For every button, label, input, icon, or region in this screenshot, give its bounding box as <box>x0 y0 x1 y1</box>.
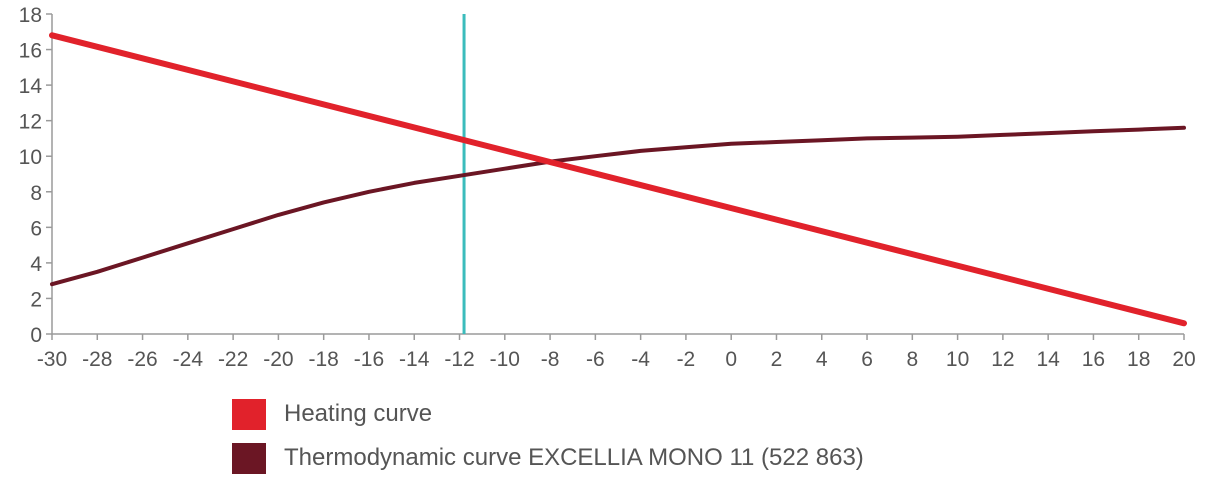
x-tick-label: 12 <box>991 348 1014 371</box>
y-tick-label: 18 <box>19 4 42 27</box>
thermodynamic-curve-line <box>50 125 1186 287</box>
y-tick-label: 6 <box>30 217 42 240</box>
y-tick-label: 4 <box>30 253 42 276</box>
legend-item-thermodynamic: Thermodynamic curve EXCELLIA MONO 11 (52… <box>232 436 864 480</box>
x-tick-label: 16 <box>1082 348 1105 371</box>
x-tick-label: -12 <box>444 348 474 371</box>
x-tick-label: -4 <box>631 348 650 371</box>
y-tick-label: 10 <box>19 146 42 169</box>
x-tick-label: -22 <box>218 348 248 371</box>
x-tick-label: 14 <box>1036 348 1060 371</box>
x-tick-label: 4 <box>816 348 828 371</box>
y-tick-label: 14 <box>19 75 43 98</box>
heating-curve-line <box>49 32 1187 327</box>
x-axis-ticks: -30 -28 -26 -24 -22 -20 -18 -16 -14 -12 -10 -8 -6 -4-… <box>37 334 1196 371</box>
x-tick-label: -30 <box>37 348 67 371</box>
y-tick-label: 12 <box>19 111 42 134</box>
y-tick-label: 0 <box>30 324 42 347</box>
legend-item-heating: Heating curve <box>232 392 864 436</box>
x-tick-label: -10 <box>490 348 520 371</box>
x-tick-label: -28 <box>82 348 112 371</box>
x-tick-label: -18 <box>309 348 339 371</box>
legend-swatch-heating <box>232 398 266 430</box>
x-tick-label: -6 <box>586 348 605 371</box>
line-chart: -30 -28 -26 -24 -22 -20 -18 -16 -14 -12 -10 -8 -6 -4-… <box>19 4 1196 371</box>
y-axis-ticks: 0 2 4 6 8 10 12 14 16 18 <box>19 4 52 347</box>
x-tick-label: -20 <box>263 348 293 371</box>
y-tick-label: 8 <box>30 182 42 205</box>
x-tick-label: -24 <box>173 348 204 371</box>
x-tick-label: 0 <box>725 348 737 371</box>
x-tick-label: 10 <box>946 348 969 371</box>
chart-axes <box>51 14 1184 335</box>
series-layer <box>49 32 1187 327</box>
x-tick-label: -2 <box>677 348 696 371</box>
x-tick-label: -26 <box>127 348 157 371</box>
legend-swatch-thermodynamic <box>232 442 266 474</box>
x-tick-label: -14 <box>399 348 430 371</box>
y-tick-label: 16 <box>19 40 42 63</box>
x-tick-label: -16 <box>354 348 384 371</box>
legend-label-thermodynamic: Thermodynamic curve EXCELLIA MONO 11 (52… <box>284 444 864 471</box>
x-tick-label: 8 <box>906 348 918 371</box>
legend-label-heating: Heating curve <box>284 400 433 427</box>
x-tick-label: 20 <box>1172 348 1195 371</box>
x-tick-label: 2 <box>771 348 783 371</box>
x-tick-label: -8 <box>541 348 560 371</box>
x-tick-label: 6 <box>861 348 873 371</box>
y-tick-label: 2 <box>30 288 42 311</box>
x-tick-label: 18 <box>1127 348 1150 371</box>
chart-legend: Heating curve Thermodynamic curve EXCELL… <box>232 392 864 480</box>
